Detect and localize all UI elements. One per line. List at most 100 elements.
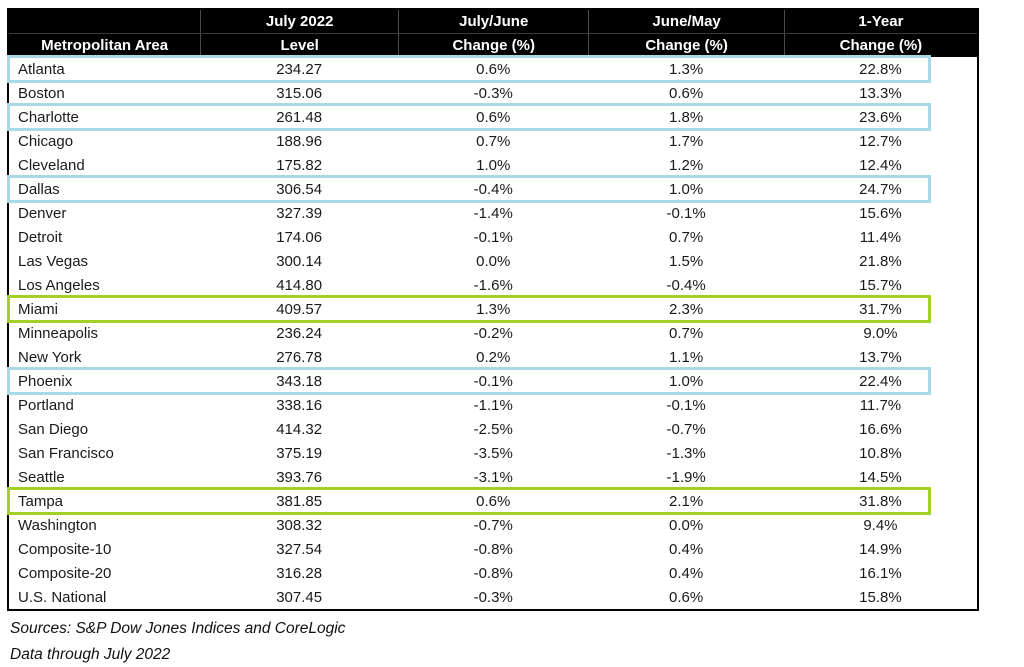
cell-one-year-change: 14.5% [859, 468, 902, 486]
header-metropolitan-area: Metropolitan Area [41, 37, 169, 54]
table-row: Las Vegas 300.14 0.0% 1.5% 21.8% [9, 249, 977, 273]
cell-july-june-change: 0.7% [476, 132, 511, 150]
cell-one-year-change: 16.1% [859, 564, 902, 582]
cell-july-june-change: -1.1% [473, 396, 513, 414]
cell-area: Las Vegas [18, 252, 89, 270]
cell-area: Minneapolis [18, 324, 99, 342]
cell-level: 316.28 [276, 564, 323, 582]
cell-area: Chicago [18, 132, 74, 150]
cell-level: 188.96 [276, 132, 323, 150]
cell-level: 327.39 [276, 204, 323, 222]
cell-july-june-change: -0.4% [473, 180, 513, 198]
cell-level: 381.85 [276, 492, 323, 510]
cell-july-june-change: 0.6% [476, 108, 511, 126]
cell-july-june-change: -0.1% [473, 372, 513, 390]
header-1-year: 1-Year [783, 10, 977, 33]
cell-level: 338.16 [276, 396, 323, 414]
table-row: Seattle 393.76 -3.1% -1.9% 14.5% [9, 465, 977, 489]
cell-june-may-change: -1.3% [666, 444, 706, 462]
table-row: San Francisco 375.19 -3.5% -1.3% 10.8% [9, 441, 977, 465]
table-row: Boston 315.06 -0.3% 0.6% 13.3% [9, 81, 977, 105]
cell-area: Los Angeles [18, 276, 100, 294]
cell-june-may-change: 1.7% [668, 132, 704, 150]
table-row: Composite-10 327.54 -0.8% 0.4% 14.9% [9, 537, 977, 561]
cell-area: Miami [18, 300, 58, 318]
cell-june-may-change: 0.6% [668, 588, 704, 606]
table-row: Los Angeles 414.80 -1.6% -0.4% 15.7% [9, 273, 977, 297]
cell-june-may-change: -0.1% [666, 204, 706, 222]
cell-area: Detroit [18, 228, 63, 246]
cell-one-year-change: 11.7% [859, 396, 902, 414]
cell-one-year-change: 15.6% [859, 204, 902, 222]
table-row: Detroit 174.06 -0.1% 0.7% 11.4% [9, 225, 977, 249]
cell-area: Composite-20 [18, 564, 112, 582]
cell-level: 343.18 [276, 372, 323, 390]
cell-level: 393.76 [276, 468, 323, 486]
cell-july-june-change: -0.1% [473, 228, 513, 246]
cell-june-may-change: 2.3% [668, 300, 704, 318]
cell-level: 414.32 [276, 420, 323, 438]
cell-one-year-change: 12.7% [859, 132, 902, 150]
table-row: Composite-20 316.28 -0.8% 0.4% 16.1% [9, 561, 977, 585]
cell-july-june-change: 0.0% [476, 252, 511, 270]
cell-level: 414.80 [276, 276, 323, 294]
cell-level: 261.48 [276, 108, 323, 126]
cell-june-may-change: 1.2% [668, 156, 704, 174]
cell-one-year-change: 16.6% [859, 420, 902, 438]
cell-area: Dallas [18, 180, 60, 198]
cell-june-may-change: 0.6% [668, 84, 704, 102]
table-row: San Diego 414.32 -2.5% -0.7% 16.6% [9, 417, 977, 441]
cell-july-june-change: -0.7% [473, 516, 513, 534]
cell-area: U.S. National [18, 588, 107, 606]
cell-one-year-change: 24.7% [859, 180, 902, 198]
cell-one-year-change: 10.8% [859, 444, 902, 462]
table-row: Cleveland 175.82 1.0% 1.2% 12.4% [9, 153, 977, 177]
cell-area: New York [18, 348, 82, 366]
sources-note: Sources: S&P Dow Jones Indices and CoreL… [10, 620, 346, 637]
cell-level: 327.54 [276, 540, 323, 558]
cell-area: San Francisco [18, 444, 114, 462]
table-row: Charlotte 261.48 0.6% 1.8% 23.6% [7, 103, 977, 131]
cell-level: 306.54 [276, 180, 323, 198]
cell-area: Denver [18, 204, 67, 222]
cell-june-may-change: 0.7% [668, 324, 704, 342]
cell-level: 315.06 [276, 84, 323, 102]
table-row: Phoenix 343.18 -0.1% 1.0% 22.4% [7, 367, 977, 395]
table-header-row-2: Metropolitan Area Level Change (%) Chang… [9, 34, 977, 57]
cell-july-june-change: 0.6% [476, 492, 511, 510]
cell-july-june-change: -0.3% [473, 84, 513, 102]
cell-july-june-change: 1.3% [476, 300, 511, 318]
cell-level: 174.06 [276, 228, 323, 246]
cell-one-year-change: 13.7% [859, 348, 902, 366]
cell-area: Washington [18, 516, 97, 534]
header-change-pct-3: Change (%) [783, 34, 977, 57]
cell-july-june-change: -1.4% [473, 204, 513, 222]
cell-june-may-change: -0.4% [666, 276, 706, 294]
table-row: Minneapolis 236.24 -0.2% 0.7% 9.0% [9, 321, 977, 345]
cell-area: Seattle [18, 468, 65, 486]
cell-one-year-change: 11.4% [859, 228, 902, 246]
header-metro-area-spacer [9, 10, 200, 33]
cell-area: Portland [18, 396, 74, 414]
cell-one-year-change: 14.9% [859, 540, 902, 558]
table-row: Dallas 306.54 -0.4% 1.0% 24.7% [7, 175, 977, 203]
cell-july-june-change: -0.8% [473, 564, 513, 582]
table-header-row-1: July 2022 July/June June/May 1-Year [9, 10, 977, 34]
table-row: Washington 308.32 -0.7% 0.0% 9.4% [9, 513, 977, 537]
cell-july-june-change: -3.5% [473, 444, 513, 462]
cell-one-year-change: 21.8% [859, 252, 902, 270]
header-june-may: June/May [588, 10, 784, 33]
cell-area: Atlanta [18, 60, 65, 78]
cell-level: 175.82 [276, 156, 323, 174]
cell-july-june-change: -0.8% [473, 540, 513, 558]
header-change-pct-1: Change (%) [398, 34, 588, 57]
cell-one-year-change: 9.4% [863, 516, 898, 534]
header-july-2022: July 2022 [200, 10, 398, 33]
table-row: Portland 338.16 -1.1% -0.1% 11.7% [9, 393, 977, 417]
cell-june-may-change: 1.5% [668, 252, 704, 270]
cell-one-year-change: 31.8% [859, 492, 902, 510]
cell-one-year-change: 22.4% [859, 372, 902, 390]
cell-july-june-change: 0.2% [476, 348, 511, 366]
cell-one-year-change: 12.4% [859, 156, 902, 174]
cell-area: Cleveland [18, 156, 85, 174]
